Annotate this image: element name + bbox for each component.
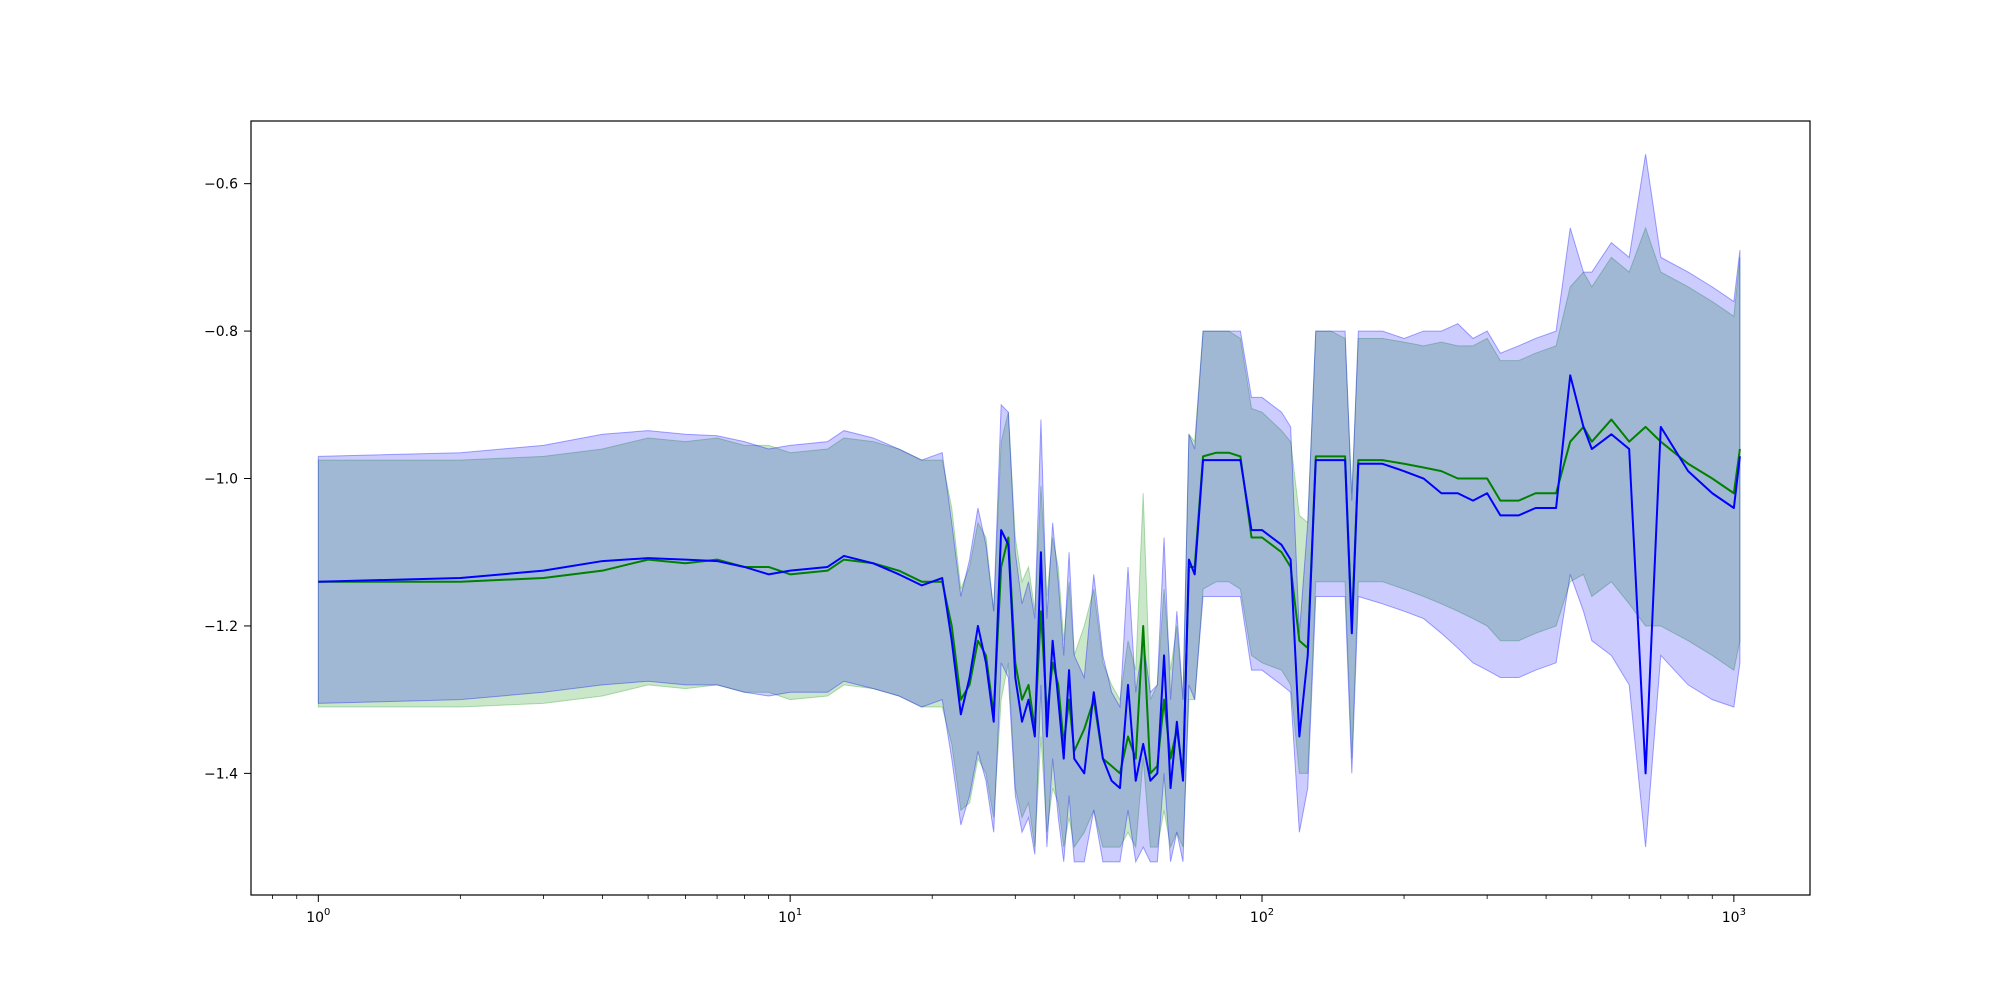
y-tick-label: −1.4: [204, 766, 238, 782]
y-tick-label: −0.6: [204, 177, 238, 193]
series-lines: [318, 374, 1741, 790]
y-axis: −0.6 −0.8 −1.0 −1.2 −1.4: [204, 177, 251, 782]
y-tick-label: −0.8: [204, 324, 238, 340]
line-series-2: [318, 374, 1741, 790]
confidence-bands: [317, 154, 1741, 864]
y-tick-label: −1.0: [204, 472, 238, 488]
y-tick-label: −1.2: [204, 619, 238, 635]
band-series-2: [317, 154, 1741, 864]
band-series-1: [317, 226, 1741, 849]
plot-frame: [250, 120, 1811, 896]
